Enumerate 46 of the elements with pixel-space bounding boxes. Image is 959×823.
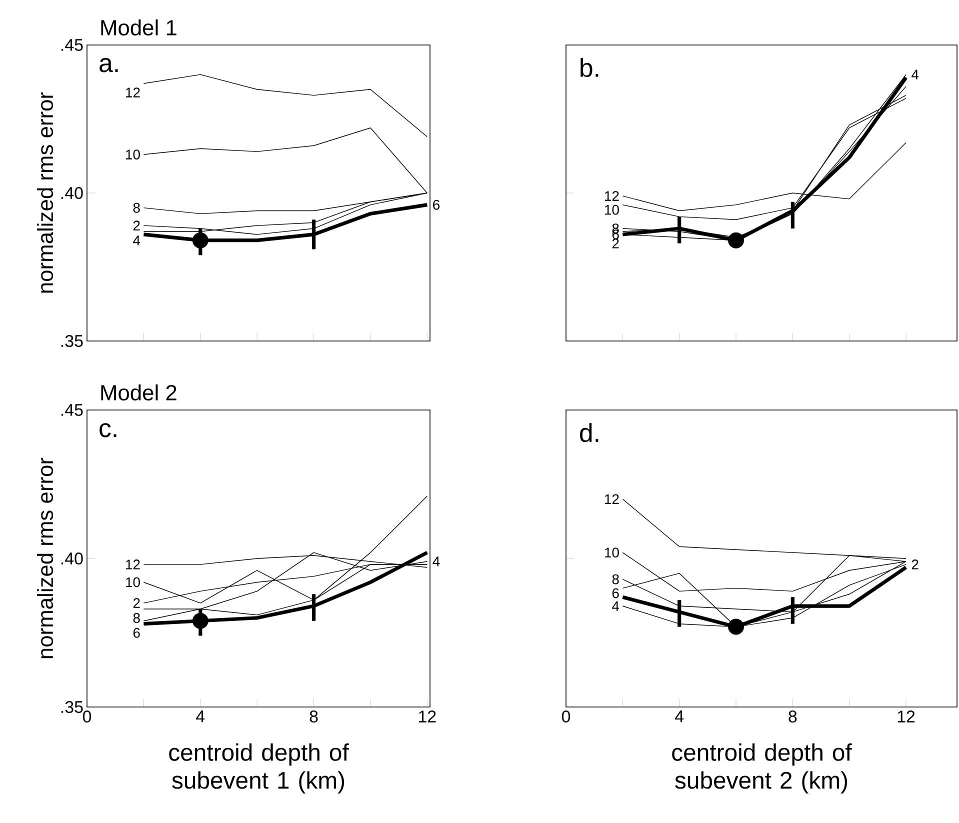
y-tick-label: .45	[61, 39, 83, 51]
x-tick-label: 12	[898, 710, 915, 722]
series-label: 6	[133, 628, 140, 638]
y-tick-label: .35	[61, 334, 83, 347]
series-label: 8	[133, 613, 140, 623]
x-tick-label: 8	[310, 710, 318, 723]
y-axis-title: normalized rms error	[36, 92, 54, 293]
x-axis-title: centroid depth of subevent 1 (km)	[169, 743, 349, 794]
series-label: 8	[612, 574, 619, 584]
y-tick-label: .40	[61, 552, 83, 564]
series-label: 4	[912, 70, 919, 80]
series-label: 2	[133, 220, 140, 230]
annotation: c.	[100, 423, 116, 438]
series-label: 6	[433, 200, 440, 210]
x-axis-title: centroid depth of subevent 2 (km)	[672, 743, 852, 794]
series-label: 10	[605, 204, 619, 215]
y-axis-title: normalized rms error	[36, 458, 54, 658]
series-label: 4	[133, 236, 140, 246]
annotation: d.	[580, 423, 598, 442]
x-tick-label: 4	[196, 710, 205, 722]
x-tick-label: 4	[675, 710, 684, 722]
series-label: 10	[605, 548, 619, 558]
series-label: 4	[612, 601, 620, 611]
series-label: 2	[612, 238, 619, 248]
series-label: 10	[126, 577, 140, 588]
series-label: 12	[605, 191, 619, 201]
series-label: 4	[432, 556, 440, 566]
annotation: b.	[580, 58, 598, 78]
x-tick-label: 0	[82, 710, 92, 723]
x-tick-label: 0	[562, 710, 570, 723]
y-tick-label: .35	[61, 701, 83, 713]
chart-title: Model 1	[101, 19, 176, 36]
y-tick-label: .40	[61, 186, 83, 199]
series-label: 6	[612, 588, 619, 598]
series-label: 10	[126, 150, 140, 160]
x-tick-label: 8	[788, 710, 797, 723]
series-label: 12	[605, 494, 619, 504]
series-label: 8	[133, 202, 140, 213]
series-label: 2	[133, 598, 140, 608]
series-label: 2	[912, 560, 918, 570]
annotation: a.	[100, 58, 118, 72]
series-label: 12	[126, 560, 140, 570]
x-tick-label: 12	[419, 710, 436, 722]
chart-title: Model 2	[101, 384, 176, 401]
series-label: 12	[126, 88, 140, 98]
y-tick-label: .45	[61, 404, 83, 416]
